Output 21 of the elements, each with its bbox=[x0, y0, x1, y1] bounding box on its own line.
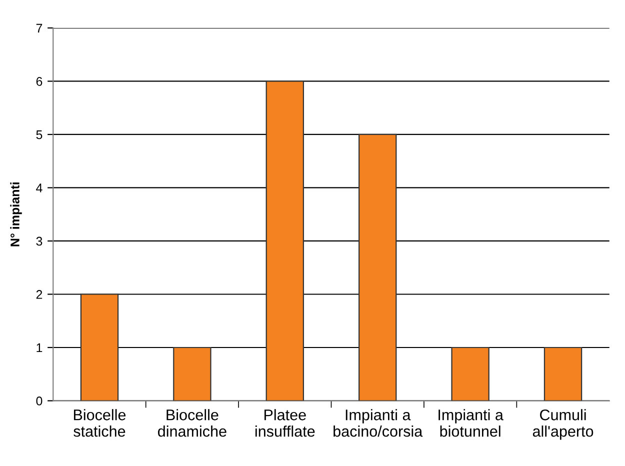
y-tick-label: 1 bbox=[36, 343, 42, 352]
bar bbox=[451, 346, 490, 401]
bar bbox=[544, 346, 582, 401]
y-tick-label: 4 bbox=[36, 184, 42, 192]
x-tick-label: Impianti a biotunnel bbox=[438, 409, 504, 437]
y-tick-label: 3 bbox=[36, 236, 42, 246]
bar bbox=[358, 134, 397, 401]
bar bbox=[80, 294, 119, 401]
y-tick-label: 2 bbox=[36, 290, 42, 299]
x-tick-label: Impianti a bacino/corsia bbox=[334, 409, 423, 437]
y-tick-label: 5 bbox=[36, 130, 42, 140]
bar bbox=[173, 346, 212, 401]
x-tick-label: Cumuli all'aperto bbox=[532, 409, 594, 440]
x-tick-label: Biocelle statiche bbox=[74, 409, 126, 437]
x-tick-label: Biocelle dinamiche bbox=[158, 409, 226, 437]
y-axis-title: N° impianti bbox=[10, 182, 22, 246]
y-tick-label: 6 bbox=[36, 77, 42, 86]
x-tick-label: Platee insufflate bbox=[255, 409, 315, 437]
y-tick-label: 0 bbox=[36, 396, 42, 406]
bar bbox=[266, 80, 304, 401]
y-tick-label: 7 bbox=[36, 24, 42, 32]
